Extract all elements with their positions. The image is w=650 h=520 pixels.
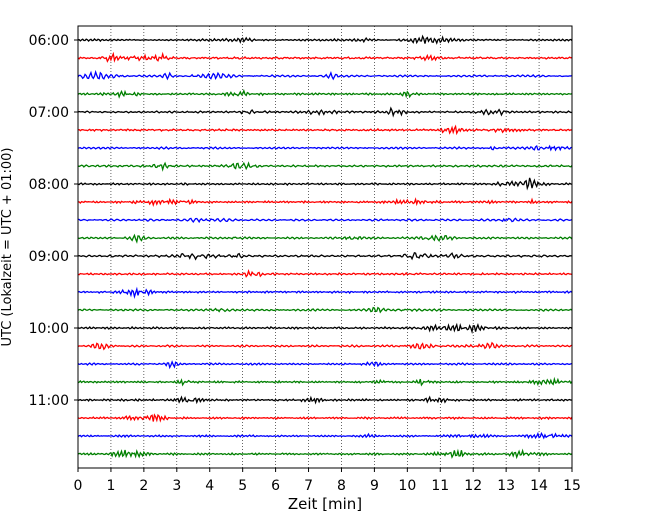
trace-0700 [77, 106, 573, 118]
trace-1100 [77, 395, 573, 405]
trace-0915 [77, 268, 573, 278]
y-axis-label: UTC (Lokalzeit = UTC + 01:00) [0, 148, 15, 347]
x-tick-label-11: 11 [431, 478, 449, 494]
trace-0645 [77, 88, 573, 99]
seismogram-traces [77, 34, 573, 460]
vertical-grid-lines [110, 26, 540, 468]
x-tick-label-6: 6 [271, 478, 280, 494]
x-axis-label: Zeit [min] [288, 495, 362, 513]
y-tick-label-0800: 08:00 [29, 177, 69, 193]
x-tick-label-3: 3 [172, 478, 181, 494]
y-tick-label-0900: 09:00 [29, 249, 69, 265]
trace-0600 [77, 34, 573, 45]
x-axis-ticks: 0 1 2 3 4 5 6 7 8 9 10 11 12 13 14 15 [74, 468, 581, 494]
y-tick-label-0700: 07:00 [29, 105, 69, 121]
trace-1030 [77, 360, 573, 370]
x-tick-label-1: 1 [106, 478, 115, 494]
trace-0800 [77, 177, 573, 191]
x-tick-label-0: 0 [74, 478, 83, 494]
trace-1115 [77, 413, 573, 423]
x-tick-label-2: 2 [139, 478, 148, 494]
trace-1045 [77, 376, 573, 387]
trace-0745 [77, 161, 573, 172]
trace-0615 [77, 51, 573, 63]
trace-0845 [77, 233, 573, 244]
x-tick-label-8: 8 [337, 478, 346, 494]
y-tick-label-1100: 11:00 [29, 393, 69, 409]
trace-0900 [77, 252, 573, 261]
x-tick-label-15: 15 [563, 478, 581, 494]
trace-1145 [77, 448, 573, 460]
x-tick-label-10: 10 [398, 478, 416, 494]
x-tick-label-12: 12 [464, 478, 482, 494]
trace-0730 [77, 144, 573, 152]
trace-1015 [77, 341, 573, 351]
y-tick-label-0600: 06:00 [29, 33, 69, 49]
trace-0715 [77, 124, 573, 136]
x-tick-label-7: 7 [304, 478, 313, 494]
trace-0930 [77, 286, 573, 300]
x-tick-label-4: 4 [205, 478, 214, 494]
plot-frame [77, 25, 573, 469]
trace-0630 [77, 69, 573, 81]
trace-0830 [77, 217, 573, 224]
x-tick-label-14: 14 [530, 478, 548, 494]
trace-1130 [77, 431, 573, 440]
y-tick-label-1000: 10:00 [29, 321, 69, 337]
x-tick-label-13: 13 [497, 478, 515, 494]
trace-0945 [77, 306, 573, 314]
y-axis-ticks: 06:00 07:00 08:00 09:00 10:00 11:00 [29, 33, 78, 409]
x-tick-label-9: 9 [370, 478, 379, 494]
x-tick-label-5: 5 [238, 478, 247, 494]
trace-0815 [78, 197, 573, 208]
trace-1000 [77, 322, 573, 335]
